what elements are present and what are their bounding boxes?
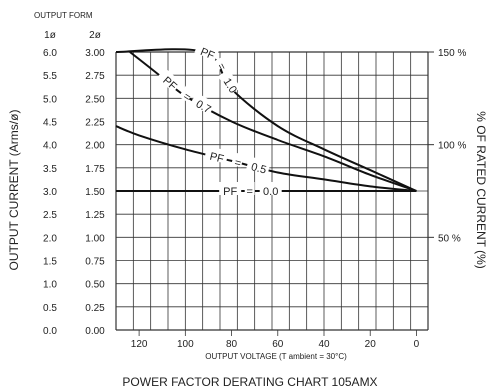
y-tick-label-2phase: 1.00 [85, 233, 105, 244]
curve-label: = [246, 186, 252, 198]
curve-label-mask [212, 55, 229, 71]
two-phase-header: 2ø [89, 30, 101, 41]
y-tick-label-2phase: 2.00 [85, 141, 105, 152]
y-tick-label-1phase: 5.0 [43, 94, 57, 105]
y-tick-label-2phase: 2.25 [85, 118, 105, 129]
x-tick-label: 100 [177, 339, 194, 350]
y-tick-label-2phase: 0.50 [85, 280, 105, 291]
curve-label-mask [219, 182, 242, 195]
y-tick-label-2phase: 0.75 [85, 257, 105, 268]
curve-label-mask [156, 67, 182, 93]
y-tick-label-1phase: 3.0 [43, 187, 57, 198]
y-axis-title: OUTPUT CURRENT (Arms/ø) [7, 110, 21, 271]
curve-labels: PF=1.0PF=0.7PF = 0.5PF = 0.0 [156, 40, 282, 198]
right-tick-label: 150 % [438, 48, 466, 59]
tick-labels: 0.0 0.5 1.0 1.5 2.0 2.5 3.0 3.5 4.0 4.5 5.0 5.5 6.0 0… [43, 48, 466, 350]
right-tick-label: 100 % [438, 141, 466, 152]
x-tick-label: 60 [272, 339, 284, 350]
curve-label-mask [178, 85, 195, 102]
y-tick-label-1phase: 0.0 [43, 326, 57, 337]
y-tick-label-2phase: 0.25 [85, 303, 105, 314]
curve-label-mask [217, 69, 241, 95]
right-tick-label: 50 % [438, 233, 461, 244]
y-tick-label-1phase: 6.0 [43, 48, 57, 59]
x-tick-label: 80 [226, 339, 238, 350]
curve-label-mask [204, 145, 229, 164]
chart-title: POWER FACTOR DERATING CHART 105AMX [122, 375, 377, 389]
x-tick-label: 20 [365, 339, 377, 350]
one-phase-header: 1ø [44, 30, 56, 41]
curve-label: PF [208, 151, 225, 166]
y-tick-label-2phase: 2.75 [85, 71, 105, 82]
y-tick-label-2phase: 1.75 [85, 164, 105, 175]
curve-label-mask [244, 182, 255, 195]
output-form-label: OUTPUT FORM [34, 11, 93, 20]
y-tick-label-1phase: 1.0 [43, 280, 57, 291]
y-tick-label-1phase: 5.5 [43, 71, 57, 82]
curve-label-mask [190, 92, 216, 115]
curve-label: = [181, 91, 193, 105]
y-tick-label-1phase: 1.5 [43, 257, 57, 268]
curve-label: PF [223, 186, 237, 198]
curve-label-mask [231, 152, 245, 168]
y-tick-label-2phase: 1.50 [85, 187, 105, 198]
y-tick-label-2phase: 3.00 [85, 48, 105, 59]
curve-label-mask [259, 182, 282, 195]
y-tick-label-2phase: 2.50 [85, 94, 105, 105]
curve-label: = [233, 157, 242, 170]
y-tick-label-1phase: 2.5 [43, 210, 57, 221]
y-axis-right-title: % OF RATED CURRENT (%) [474, 111, 488, 269]
y-tick-label-1phase: 4.0 [43, 141, 57, 152]
x-axis-title: OUTPUT VOLTAGE (T ambient = 30°C) [205, 352, 347, 361]
x-tick-label: 40 [318, 339, 330, 350]
curve-label: PF [198, 46, 216, 63]
y-tick-label-1phase: 3.5 [43, 164, 57, 175]
curve-label: 0.0 [263, 186, 278, 198]
curve-label: 0.5 [250, 161, 268, 176]
curve-label: = [214, 61, 228, 72]
y-tick-label-1phase: 0.5 [43, 303, 57, 314]
y-tick-label-2phase: 1.25 [85, 210, 105, 221]
y-tick-label-2phase: 0.00 [85, 326, 105, 337]
y-tick-label-1phase: 2.0 [43, 233, 57, 244]
y-tick-label-1phase: 4.5 [43, 118, 57, 129]
curve-label-mask [246, 156, 271, 175]
x-tick-label: 0 [414, 339, 420, 350]
curve-label-mask [194, 40, 220, 61]
x-tick-label: 120 [131, 339, 148, 350]
